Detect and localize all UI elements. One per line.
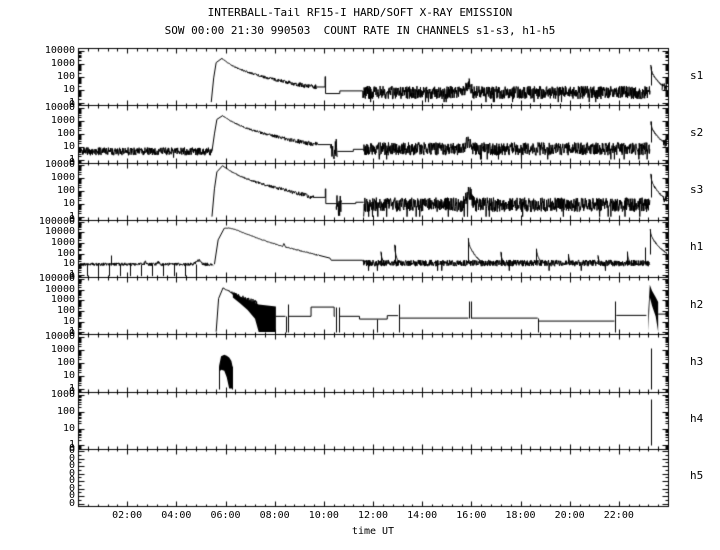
chart-title: INTERBALL-Tail RF15-I HARD/SOFT X-RAY EM… (207, 6, 513, 19)
y-tick-label: 1 (68, 153, 75, 165)
x-tick-label: 18:00 (505, 510, 536, 521)
panel-label-h5: h5 (690, 469, 704, 483)
y-tick-label: 1 (68, 96, 75, 108)
y-tick-label: 1000 (50, 57, 75, 69)
y-tick-label: 0 (68, 482, 75, 494)
y-tick-label: 100 (56, 304, 75, 316)
y-tick-label: 100 (56, 405, 75, 417)
y-tick-label: 10 (62, 422, 75, 434)
y-tick-label: 10 (62, 198, 75, 210)
y-tick-label: 10000 (44, 159, 75, 171)
y-tick-label: 10 (62, 83, 75, 95)
x-tick-label: 20:00 (554, 510, 585, 521)
panel-label-h3: h3 (690, 354, 704, 368)
x-tick-label: 02:00 (112, 510, 143, 521)
x-tick-label: 12:00 (357, 510, 389, 521)
y-tick-label: 10000 (44, 44, 75, 56)
y-tick-label: 0 (68, 497, 75, 509)
y-tick-label: 0 (68, 328, 75, 340)
y-tick-label: 10 (62, 315, 75, 327)
y-tick-label: 10000 (44, 101, 75, 113)
x-tick-label: 22:00 (603, 510, 634, 521)
panel-label-h4: h4 (690, 412, 704, 426)
y-tick-label: 1000 (50, 114, 75, 126)
x-tick-label: 04:00 (161, 510, 192, 521)
y-tick-label: 0 (68, 452, 75, 464)
x-tick-label: 14:00 (407, 510, 438, 521)
y-tick-label: 1 (68, 382, 75, 394)
y-tick-label: 1 (68, 268, 75, 280)
y-tick-label: 100 (56, 247, 75, 259)
x-tick-label: 16:00 (456, 510, 487, 521)
y-tick-label: 0 (68, 467, 75, 479)
panel-label-h1: h1 (690, 240, 704, 254)
y-tick-label: 10 (62, 258, 75, 270)
y-tick-label: 100 (56, 70, 75, 82)
y-tick-label: 0 (68, 442, 75, 454)
y-tick-label: 1000 (50, 343, 75, 355)
panel-label-h2: h2 (690, 297, 704, 311)
y-tick-label: 0 (68, 385, 75, 397)
y-tick-label: 100000 (38, 215, 75, 227)
y-tick-label: 1 (68, 211, 75, 223)
x-tick-label: 06:00 (210, 510, 241, 521)
panel-label-s3: s3 (690, 183, 704, 197)
panel-label-s2: s2 (690, 125, 704, 139)
y-tick-label: 10 (62, 369, 75, 381)
y-tick-label: 100000 (38, 273, 75, 285)
y-tick-label: 1000 (50, 388, 75, 400)
x-tick-label: 10:00 (308, 510, 339, 521)
y-tick-label: 100 (56, 356, 75, 368)
y-tick-label: 1 (68, 326, 75, 338)
y-tick-label: 1000 (50, 294, 75, 306)
x-tick-label: 08:00 (259, 510, 290, 521)
y-tick-label: 0 (68, 213, 75, 225)
chart-subtitle: SOW 00:00 21:30 990503 COUNT RATE IN CHA… (164, 24, 556, 37)
y-tick-label: 0 (68, 475, 75, 487)
y-tick-label: 0 (68, 271, 75, 282)
y-tick-label: 0 (68, 460, 75, 472)
y-tick-label: 1000 (50, 237, 75, 249)
panel-label-s1: s1 (690, 68, 704, 82)
y-tick-label: 10000 (44, 330, 75, 342)
x-axis-title: time UT (351, 526, 395, 537)
y-tick-label: 1 (68, 439, 75, 451)
y-tick-label: 100 (56, 127, 75, 139)
y-tick-label: 10000 (44, 283, 75, 295)
y-tick-label: 0 (68, 490, 75, 502)
y-tick-label: 0 (68, 99, 75, 111)
y-tick-label: 0 (68, 156, 75, 168)
y-tick-label: 10000 (44, 226, 75, 238)
y-tick-label: 10 (62, 140, 75, 152)
y-tick-label: 100 (56, 185, 75, 197)
y-tick-label: 1000 (50, 172, 75, 184)
y-tick-label: 0 (68, 445, 75, 457)
